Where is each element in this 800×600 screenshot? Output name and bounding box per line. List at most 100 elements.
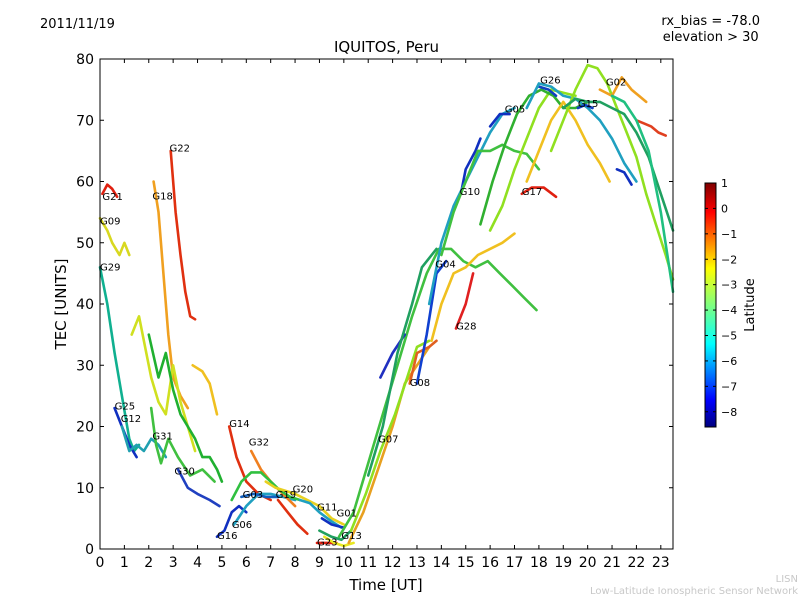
satellite-label-G17: G17 (522, 187, 542, 198)
satellite-label-G23: G23 (317, 537, 337, 548)
colorbar-tick-label: −3 (721, 279, 737, 292)
series-line-G30 (176, 468, 221, 508)
colorbar-gradient (704, 182, 717, 428)
series-line-G02 (598, 76, 648, 104)
satellite-label-G20: G20 (293, 485, 313, 496)
x-tick-label: 8 (291, 555, 300, 571)
series-line-GJ (430, 232, 516, 343)
satellite-label-G11: G11 (317, 502, 337, 513)
x-tick-label: 19 (554, 555, 572, 571)
x-tick-label: 10 (335, 555, 353, 571)
series-line-G31 (149, 406, 216, 483)
satellite-label-G15: G15 (578, 99, 598, 110)
x-tick-label: 0 (96, 555, 105, 571)
series-line-G16 (215, 504, 248, 539)
y-tick-label: 30 (76, 358, 94, 374)
series-line-G05 (488, 112, 511, 128)
x-tick-label: 22 (628, 555, 646, 571)
satellite-label-G13: G13 (341, 531, 361, 542)
series-line-GO (525, 82, 638, 183)
satellite-label-G10: G10 (460, 187, 480, 198)
x-tick-label: 20 (579, 555, 597, 571)
series-line-GP (525, 100, 611, 183)
series-line-G21 (101, 183, 119, 199)
colorbar: 1 0 −1 −2 −3 −4 −5 −6 −7 −8 Latitude (704, 177, 758, 428)
x-tick-label: 1 (120, 555, 129, 571)
series-line-GE (323, 535, 355, 548)
series-line-G19 (230, 471, 302, 502)
series-line-G20 (264, 480, 346, 526)
x-tick-label: 12 (384, 555, 402, 571)
series-line-GQ (549, 63, 675, 281)
y-axis-label: TEC [UNITS] (52, 259, 70, 351)
satellite-label-G14: G14 (229, 419, 249, 430)
series-line-G17 (520, 186, 558, 199)
footer-line2: Low-Latitude Ionospheric Sensor Network (590, 586, 798, 597)
x-axis-label: Time [UT] (348, 576, 422, 594)
satellite-label-G04: G04 (435, 259, 455, 270)
x-tick-label: 21 (603, 555, 621, 571)
satellite-label-G31: G31 (152, 431, 172, 442)
colorbar-tick-label: −2 (721, 253, 737, 266)
x-tick-label: 17 (506, 555, 524, 571)
footer-line1: LISN (775, 574, 798, 585)
satellite-label-G01: G01 (337, 509, 357, 520)
x-tick-label: 5 (217, 555, 226, 571)
x-tick-label: 13 (408, 555, 426, 571)
satellite-label-G26: G26 (540, 76, 560, 87)
x-tick-label: 14 (432, 555, 450, 571)
satellite-label-G21: G21 (102, 192, 122, 203)
series-layer (98, 63, 675, 548)
series-line-G04 (415, 259, 448, 385)
series-line-GI (366, 247, 438, 477)
x-tick-label: 23 (652, 555, 670, 571)
series-line-GB (147, 333, 224, 483)
series-line-GL (440, 143, 541, 257)
colorbar-tick-label: −6 (721, 355, 737, 368)
satellite-label-G28: G28 (456, 322, 476, 333)
x-tick-label: 7 (266, 555, 275, 571)
x-tick-label: 6 (242, 555, 251, 571)
series-line-GM (488, 88, 577, 232)
colorbar-tick-label: −7 (721, 380, 737, 393)
series-line-G10 (459, 137, 482, 196)
y-tick-label: 60 (76, 175, 94, 191)
series-line-G15 (576, 103, 594, 110)
series-line-GA (130, 315, 197, 453)
satellite-label-G29: G29 (100, 262, 120, 273)
series-line-G07 (347, 345, 431, 545)
satellite-label-G16: G16 (217, 531, 237, 542)
elevation-label: elevation > 30 (662, 30, 759, 45)
satellite-label-G22: G22 (170, 144, 190, 155)
footer: LISN Low-Latitude Ionospheric Sensor Net… (590, 574, 798, 598)
series-line-G26 (537, 85, 558, 98)
y-tick-label: 40 (76, 297, 94, 313)
series-line-G22 (169, 149, 197, 321)
series-line-G28 (454, 272, 475, 330)
satellite-label-G06: G06 (232, 520, 252, 531)
series-line-G03 (240, 492, 280, 499)
satellite-label-G02: G02 (606, 77, 626, 88)
satellite-label-G32: G32 (249, 438, 269, 449)
series-line-GU (615, 168, 633, 186)
series-line-G13 (318, 529, 353, 542)
satellite-label-G12: G12 (121, 414, 141, 425)
satellite-label-G05: G05 (505, 104, 525, 115)
chart-info: rx_bias = -78.0 elevation > 30 (661, 14, 760, 46)
y-tick-label: 80 (76, 52, 94, 68)
series-line-GF (349, 339, 431, 532)
x-tick-label: 15 (457, 555, 475, 571)
colorbar-tick-label: 1 (721, 177, 728, 190)
satellite-label-G18: G18 (152, 191, 172, 202)
series-line-GG (337, 247, 538, 539)
colorbar-tick-label: −1 (721, 228, 737, 241)
colorbar-tick-label: −4 (721, 304, 737, 317)
x-tick-label: 18 (530, 555, 548, 571)
x-axis: 0 1 2 3 4 5 6 7 8 9 10 11 12 13 14 15 16 17 18 19 20 21 22 23 (96, 59, 670, 571)
satellite-label-G09: G09 (100, 216, 120, 227)
colorbar-label: Latitude (743, 278, 758, 332)
x-tick-label: 4 (193, 555, 202, 571)
x-tick-label: 11 (359, 555, 377, 571)
y-tick-label: 70 (76, 113, 94, 129)
series-line-GN (479, 88, 589, 226)
